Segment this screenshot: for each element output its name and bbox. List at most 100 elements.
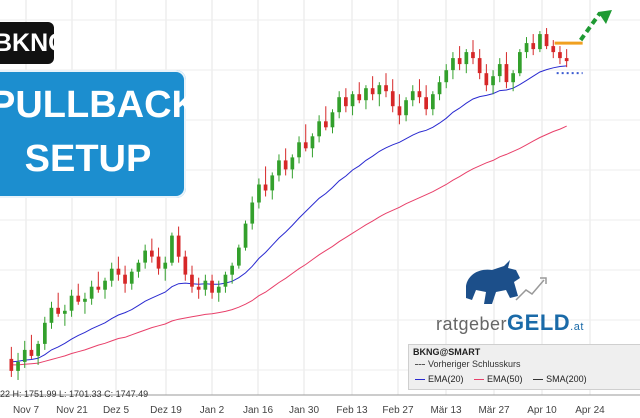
candle-body-27	[190, 274, 194, 287]
x-tick-label-9: Mär 13	[430, 405, 462, 416]
x-tick-label-3: Dez 19	[150, 405, 182, 416]
candle-body-40	[277, 160, 281, 176]
candle-body-74	[504, 64, 509, 83]
candle-body-11	[83, 298, 87, 302]
watermark: ratgeberGELD.at	[436, 310, 584, 336]
x-tick-label-5: Jan 16	[243, 405, 273, 416]
candle-body-28	[196, 286, 201, 290]
candle-body-82	[558, 52, 562, 59]
candle-body-5	[43, 322, 47, 344]
candle-body-29	[203, 280, 208, 290]
candle-body-41	[283, 160, 288, 170]
setup-line-2: SETUP	[24, 138, 152, 180]
candle-body-17	[123, 274, 127, 284]
candle-body-68	[464, 52, 469, 65]
candle-body-51	[350, 94, 355, 107]
x-tick-label-1: Nov 21	[56, 405, 88, 416]
candle-body-12	[89, 286, 94, 299]
candle-body-43	[297, 142, 301, 158]
candle-body-14	[103, 280, 107, 290]
legend-prev-close-label: Vorheriger Schlusskurs	[428, 359, 521, 369]
candle-body-55	[377, 85, 382, 95]
candle-body-48	[330, 112, 335, 128]
candle-body-45	[310, 136, 315, 149]
watermark-part2: GELD	[507, 310, 571, 335]
candle-body-3	[29, 349, 34, 356]
legend-prev-close: Vorheriger Schlusskurs	[415, 359, 521, 369]
candle-body-65	[444, 70, 449, 83]
candle-body-20	[143, 250, 147, 263]
x-tick-label-6: Jan 30	[289, 405, 319, 416]
candle-body-15	[109, 268, 114, 281]
candle-body-10	[76, 295, 81, 302]
candle-body-52	[357, 94, 362, 101]
candle-body-22	[156, 256, 161, 269]
x-tick-label-11: Apr 10	[527, 405, 557, 416]
candle-body-13	[96, 286, 101, 290]
candle-body-21	[150, 250, 154, 257]
candle-body-7	[56, 307, 60, 314]
candle-body-56	[384, 85, 388, 92]
candle-body-32	[223, 274, 228, 287]
candle-body-2	[22, 349, 27, 362]
candle-body-72	[491, 76, 495, 86]
candle-body-35	[243, 223, 248, 248]
candle-body-42	[290, 157, 295, 170]
candle-body-18	[129, 271, 134, 284]
candle-body-16	[116, 268, 121, 275]
candle-body-33	[230, 265, 234, 275]
candle-body-69	[471, 52, 475, 59]
legend-sma200[interactable]: SMA(200)	[546, 374, 587, 384]
projection-overlay	[554, 10, 612, 75]
candle-body-53	[364, 88, 368, 101]
candle-body-64	[437, 82, 442, 95]
x-tick-label-0: Nov 7	[13, 405, 40, 416]
candle-body-6	[49, 307, 54, 323]
candle-body-78	[531, 43, 536, 50]
candle-body-61	[417, 91, 422, 98]
candle-body-81	[551, 46, 556, 53]
candle-body-71	[484, 73, 489, 86]
candle-body-60	[410, 91, 415, 101]
candle-body-66	[451, 58, 455, 71]
candle-body-0	[9, 358, 14, 371]
ticker-label: BKNG	[0, 22, 68, 64]
candle-body-9	[69, 295, 74, 311]
ema20-line-group	[11, 65, 567, 363]
candle-body-25	[176, 235, 181, 257]
candle-body-24	[170, 235, 174, 263]
candle-body-57	[390, 91, 395, 107]
candle-body-77	[524, 43, 529, 53]
candle-body-59	[404, 100, 408, 116]
candle-body-83	[564, 58, 569, 62]
candle-body-58	[397, 106, 402, 116]
candle-body-50	[344, 97, 348, 107]
candle-body-63	[431, 94, 435, 110]
chart-legend: BKNG@SMART Vorheriger Schlusskurs EMA(20…	[408, 344, 640, 390]
candle-body-4	[36, 343, 40, 356]
setup-banner: PULLBACK SETUP	[0, 70, 199, 198]
candle-body-70	[477, 58, 482, 74]
bull-logo-icon	[466, 260, 547, 304]
ema50-line-group	[11, 125, 567, 366]
x-tick-label-2: Dez 5	[103, 405, 130, 416]
x-tick-label-12: Apr 24	[575, 405, 605, 416]
candle-body-23	[163, 262, 168, 269]
legend-ema20[interactable]: EMA(20)	[428, 374, 464, 384]
candle-body-31	[216, 286, 221, 293]
x-tick-label-7: Feb 13	[336, 405, 368, 416]
candle-body-75	[511, 73, 515, 83]
x-tick-label-8: Feb 27	[382, 405, 414, 416]
chart-grid	[0, 0, 640, 396]
candle-body-1	[16, 361, 20, 371]
x-axis: Nov 7 Nov 21 Dez 5 Dez 19 Jan 2 Jan 16 Jan 30 F…	[13, 405, 605, 416]
setup-line-1: PULLBACK	[0, 84, 199, 126]
watermark-part1: ratgeber	[436, 314, 508, 334]
candle-body-26	[183, 256, 188, 275]
candle-body-8	[63, 310, 67, 314]
legend-ema50[interactable]: EMA(50)	[487, 374, 523, 384]
candle-body-80	[544, 34, 549, 47]
candle-body-79	[538, 34, 542, 50]
x-tick-label-10: Mär 27	[478, 405, 510, 416]
projection-arrow-shaft	[579, 11, 602, 42]
